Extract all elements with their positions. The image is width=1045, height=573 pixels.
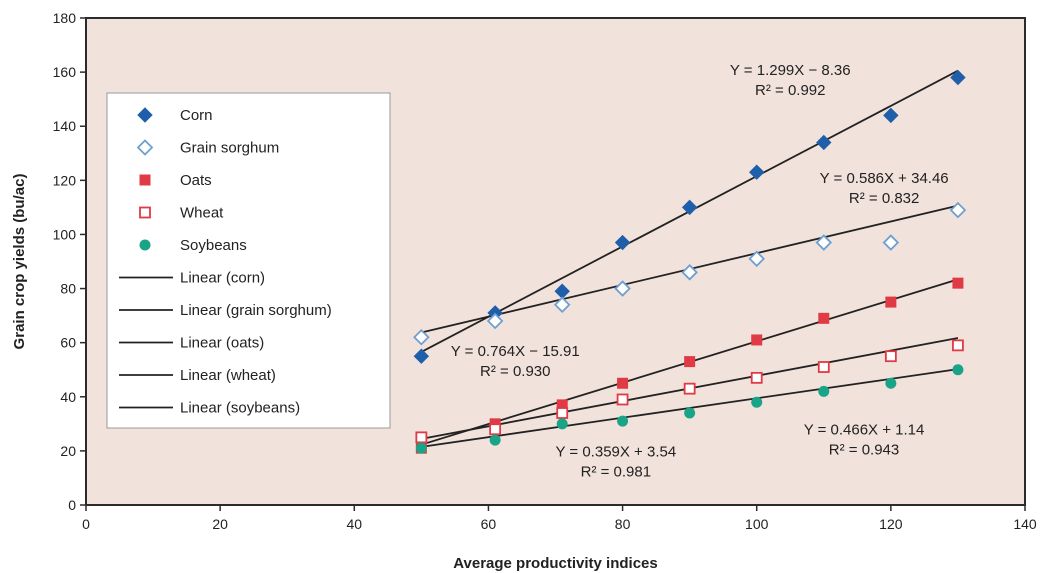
soybeans-point [556, 418, 568, 430]
x-tick-label: 0 [82, 516, 90, 532]
oats-point [617, 377, 629, 389]
wheat-point [616, 393, 629, 406]
r-squared-label: R² = 0.981 [581, 463, 651, 480]
soybeans-point [952, 364, 964, 376]
legend-marker [137, 107, 153, 123]
wheat-point [884, 350, 897, 363]
x-axis-title: Average productivity indices [453, 555, 658, 572]
soybeans-point [489, 434, 501, 446]
legend-marker [136, 139, 154, 156]
x-tick-label: 20 [212, 516, 228, 532]
grain-sorghum-point [413, 328, 430, 346]
r-squared-label: R² = 0.943 [829, 442, 899, 459]
legend-label: Corn [180, 107, 213, 124]
equation-label: Y = 0.586X + 34.46 [820, 170, 949, 187]
grain-sorghum-point [553, 296, 571, 314]
grain-sorghum-point [614, 280, 631, 297]
y-tick-label: 180 [53, 10, 77, 26]
grain-sorghum-point [815, 234, 833, 251]
legend-label: Grain sorghum [180, 140, 279, 157]
wheat-point [750, 371, 763, 384]
grain-sorghum-point [949, 201, 967, 219]
corn-point [749, 164, 765, 180]
x-tick-label: 40 [346, 516, 362, 532]
oats-point [751, 334, 763, 346]
x-tick-label: 100 [745, 516, 769, 532]
corn-point [681, 199, 698, 216]
soybeans-point [751, 396, 763, 408]
legend-label: Linear (grain sorghum) [180, 302, 332, 319]
wheat-point [489, 423, 502, 436]
legend-label: Soybeans [180, 237, 247, 254]
soybeans-point [684, 407, 696, 419]
grain-sorghum-point [882, 234, 900, 251]
oats-point [952, 277, 964, 289]
y-axis-title: Grain crop yields (bu/ac) [11, 174, 28, 350]
r-squared-label: R² = 0.992 [755, 82, 825, 99]
equation-label: Y = 0.764X − 15.91 [451, 343, 580, 360]
data-points [413, 69, 967, 454]
y-tick-label: 120 [53, 172, 77, 188]
y-tick-label: 60 [60, 335, 76, 351]
legend-label: Wheat [180, 205, 224, 222]
legend-label: Linear (wheat) [180, 367, 276, 384]
legend-box [106, 92, 391, 429]
oats-point [885, 296, 897, 308]
y-tick-label: 100 [53, 226, 77, 242]
corn-point [413, 348, 430, 364]
wheat-point [952, 339, 964, 352]
wheat-point [415, 431, 428, 444]
y-tick-label: 140 [53, 118, 77, 134]
soybeans-point [885, 377, 897, 389]
equation-label: Y = 1.299X − 8.36 [730, 62, 851, 79]
equation-annotations: Y = 1.299X − 8.36 R² = 0.992 Y = 0.586X + … [451, 62, 949, 480]
legend-label: Oats [180, 172, 212, 189]
grain-sorghum-point [748, 250, 765, 268]
legend: Corn Grain sorghum Oats Wheat Soybeans Linear… [106, 92, 391, 429]
legend-marker [139, 239, 151, 251]
legend-marker [139, 206, 151, 219]
oats-point [684, 356, 696, 368]
x-tick-label: 80 [615, 516, 631, 532]
y-tick-label: 80 [60, 281, 76, 297]
soybeans-point [818, 385, 830, 397]
corn-point [950, 69, 966, 86]
x-tick-label: 120 [879, 516, 903, 532]
wheat-point [817, 361, 830, 373]
equation-label: Y = 0.359X + 3.54 [556, 443, 677, 460]
wheat-point [556, 407, 569, 419]
grain-sorghum-point [681, 264, 698, 281]
legend-marker [139, 174, 151, 186]
equation-label: Y = 0.466X + 1.14 [804, 422, 925, 439]
corn-point [816, 134, 832, 151]
axis-ticks: 0 20 40 60 80 100 120 140 0 20 40 60 80 100 120 140 160 1… [53, 10, 1037, 532]
legend-label: Linear (corn) [180, 270, 265, 287]
y-tick-label: 20 [60, 443, 76, 459]
x-tick-label: 60 [481, 516, 497, 532]
soybeans-point [415, 442, 427, 454]
wheat-point [683, 382, 696, 395]
corn-point [614, 234, 631, 251]
oats-point [818, 312, 830, 324]
r-squared-label: R² = 0.832 [849, 190, 919, 207]
r-squared-label: R² = 0.930 [480, 363, 550, 380]
corn-point [883, 107, 899, 124]
x-tick-label: 140 [1013, 516, 1037, 532]
y-tick-label: 160 [53, 64, 77, 80]
legend-label: Linear (oats) [180, 335, 264, 352]
legend-label: Linear (soybeans) [180, 400, 300, 417]
soybeans-point [617, 415, 629, 427]
y-tick-label: 40 [60, 389, 76, 405]
grain-sorghum-point [486, 312, 504, 330]
y-tick-label: 0 [68, 497, 76, 513]
